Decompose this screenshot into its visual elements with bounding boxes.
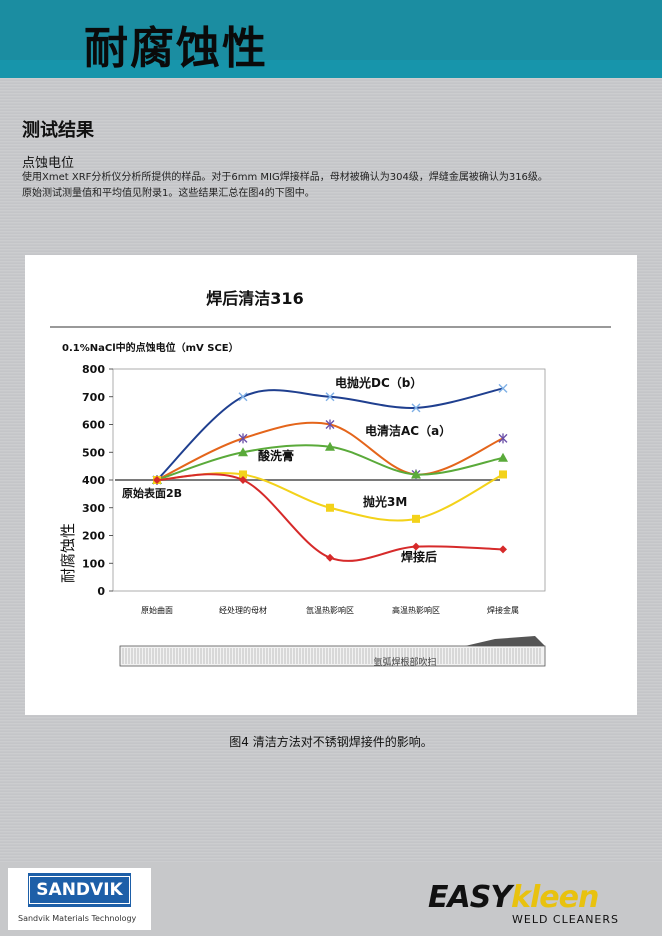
data-point-marker: [411, 403, 421, 413]
pitting-potential-chart: 焊后清洁316 0.1%NaCl中的点蚀电位（mV SCE） 耐腐蚀性 0 100…: [50, 289, 611, 668]
series-label: 电抛光DC（b）: [335, 375, 422, 390]
x-category-label: 氙温热影响区: [306, 605, 354, 615]
series-line: [156, 473, 504, 562]
y-tick-label: 0: [97, 585, 105, 598]
sandvik-logo-box: SANDVIK Sandvik Materials Technology: [8, 868, 151, 930]
data-point-marker: [412, 542, 420, 551]
chart-panel: 焊后清洁316 0.1%NaCl中的点蚀电位（mV SCE） 耐腐蚀性 0 100…: [25, 255, 637, 715]
y-axis-label: 耐腐蚀性: [59, 523, 77, 583]
x-category-label: 原始曲面: [141, 605, 173, 615]
data-point-marker: [239, 470, 247, 479]
figure-caption: 图4 清洁方法对不锈钢焊接件的影响。: [229, 735, 433, 749]
chart-subtitle: 0.1%NaCl中的点蚀电位（mV SCE）: [62, 341, 239, 354]
series-label: 抛光3M: [363, 494, 407, 509]
y-tick-label: 300: [82, 502, 105, 515]
easykleen-logo: EASYkleen: [428, 880, 599, 915]
data-point-marker: [326, 553, 334, 562]
page-title: 耐腐蚀性: [84, 23, 268, 74]
y-tick-label: 400: [82, 474, 105, 487]
weld-diagram-label: 氩弧焊根部吹扫: [373, 656, 436, 668]
data-point-marker: [412, 514, 420, 523]
easykleen-tagline: WELD CLEANERS: [512, 913, 620, 926]
y-tick-label: 700: [82, 391, 105, 404]
section-title: 测试结果: [22, 120, 94, 141]
series-label: 焊接后: [401, 549, 437, 564]
y-tick-label: 200: [82, 530, 105, 543]
data-point-marker: [325, 392, 335, 402]
data-point-marker: [238, 447, 248, 457]
data-point-marker: [239, 476, 247, 484]
x-category-label: 经处理的母材: [219, 605, 267, 615]
series-label: 酸洗膏: [258, 448, 294, 463]
data-point-marker: [238, 433, 248, 444]
y-tick-label: 800: [82, 363, 105, 376]
sandvik-logo: SANDVIK: [28, 873, 131, 907]
data-point-marker: [498, 452, 508, 462]
section-subtitle: 点蚀电位: [22, 156, 75, 171]
body-line-1: 使用Xmet XRF分析仪分析所提供的样品。对于6mm MIG焊接样品，母材被确…: [22, 172, 548, 183]
body-line-2: 原始测试测量值和平均值见附录1。这些结果汇总在图4的下图中。: [22, 188, 315, 199]
section-body: 使用Xmet XRF分析仪分析所提供的样品。对于6mm MIG焊接样品，母材被确…: [22, 170, 642, 202]
y-tick-label: 500: [82, 446, 105, 459]
weld-diagram: 氩弧焊根部吹扫: [119, 636, 546, 668]
data-point-marker: [498, 383, 508, 393]
data-point-marker: [325, 441, 335, 451]
data-point-marker: [238, 392, 248, 402]
y-tick-label: 600: [82, 419, 105, 432]
data-point-marker: [411, 469, 421, 479]
series-label: 电清洁AC（a）: [365, 423, 451, 438]
x-category-label: 焊接金属: [487, 605, 519, 615]
data-point-marker: [499, 470, 507, 479]
x-category-label: 高温热影响区: [392, 605, 440, 615]
chart-title: 焊后清洁316: [206, 289, 303, 308]
y-tick-label: 100: [82, 557, 105, 570]
data-point-marker: [153, 476, 161, 484]
data-point-marker: [498, 433, 508, 444]
reference-label: 原始表面2B: [122, 486, 182, 500]
data-point-marker: [325, 419, 335, 430]
plot-area: 0 100 200 300 400 500 600 700 800 原始曲面 经处理的母材 氙温热影响…: [82, 363, 546, 615]
data-point-marker: [499, 545, 507, 554]
sandvik-subtitle: Sandvik Materials Technology: [18, 914, 137, 923]
title-bar: 耐腐蚀性: [0, 0, 662, 78]
data-point-marker: [326, 503, 334, 512]
